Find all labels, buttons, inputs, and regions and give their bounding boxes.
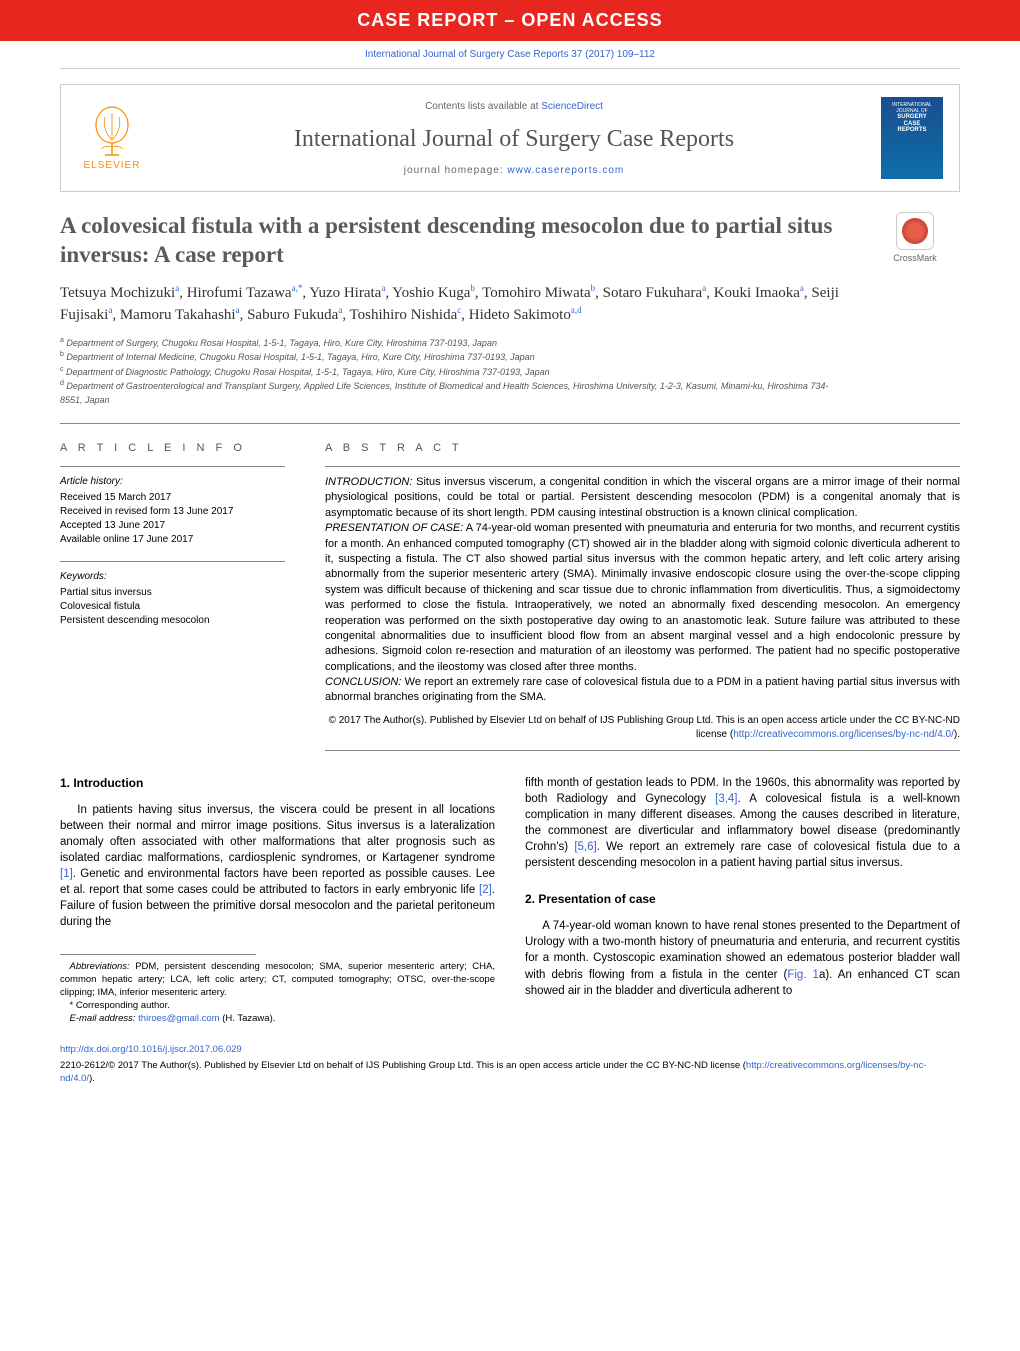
ref-5-6-link[interactable]: [5,6] (574, 841, 596, 853)
abs-intro-label: INTRODUCTION: (325, 476, 412, 488)
elsevier-logo: ELSEVIER (77, 98, 147, 178)
abs-concl: We report an extremely rare case of colo… (325, 676, 960, 703)
history-head: Article history: (60, 475, 285, 489)
article-info: A R T I C L E I N F O Article history: R… (60, 442, 285, 751)
cover-line-4: REPORTS (897, 127, 926, 134)
history-1: Received in revised form 13 June 2017 (60, 505, 285, 519)
keyword-2: Persistent descending mesocolon (60, 614, 285, 628)
crossmark-label: CrossMark (870, 253, 960, 263)
citation-line: International Journal of Surgery Case Re… (60, 41, 960, 69)
keyword-1: Colovesical fistula (60, 600, 285, 614)
homepage-link[interactable]: www.casereports.com (507, 165, 624, 176)
body-col-right: fifth month of gestation leads to PDM. I… (525, 775, 960, 1026)
info-heading: A R T I C L E I N F O (60, 442, 285, 454)
abbrev-label: Abbreviations: (70, 961, 130, 972)
journal-name: International Journal of Surgery Case Re… (163, 126, 865, 153)
body-col-left: 1. Introduction In patients having situs… (60, 775, 495, 1026)
correspondence: * Corresponding author. (60, 1000, 495, 1013)
open-access-banner: CASE REPORT – OPEN ACCESS (0, 0, 1020, 41)
body-columns: 1. Introduction In patients having situs… (60, 775, 960, 1026)
email-suffix: (H. Tazawa). (220, 1013, 276, 1024)
ref-2-link[interactable]: [2] (479, 884, 492, 896)
abs-intro: Situs inversus viscerum, a congenital co… (325, 476, 960, 519)
email-label: E-mail address: (70, 1013, 136, 1024)
abs-case-label: PRESENTATION OF CASE: (325, 522, 463, 534)
section-2-head: 2. Presentation of case (525, 891, 960, 908)
intro-continued: fifth month of gestation leads to PDM. I… (525, 775, 960, 872)
affiliation-3: d Department of Gastroenterological and … (60, 379, 850, 407)
affiliations: a Department of Surgery, Chugoku Rosai H… (60, 336, 850, 408)
ref-3-4-link[interactable]: [3,4] (715, 793, 737, 805)
affiliation-0: a Department of Surgery, Chugoku Rosai H… (60, 336, 850, 351)
case-para: A 74-year-old woman known to have renal … (525, 918, 960, 998)
section-1-head: 1. Introduction (60, 775, 495, 792)
email-link[interactable]: thiroes@gmail.com (138, 1013, 219, 1024)
affiliation-1: b Department of Internal Medicine, Chugo… (60, 350, 850, 365)
fig-1-link[interactable]: Fig. 1 (787, 969, 819, 981)
footer-copy-a: 2210-2612/© 2017 The Author(s). Publishe… (60, 1060, 746, 1071)
ref-1-link[interactable]: [1] (60, 868, 73, 880)
footnotes: Abbreviations: PDM, persistent descendin… (60, 961, 495, 1025)
abstract: A B S T R A C T INTRODUCTION: Situs inve… (325, 442, 960, 751)
affiliation-2: c Department of Diagnostic Pathology, Ch… (60, 365, 850, 380)
elsevier-tree-icon (87, 105, 137, 157)
author-list: Tetsuya Mochizukia, Hirofumi Tazawaa,*, … (60, 282, 850, 326)
header-mid: Contents lists available at ScienceDirec… (163, 101, 865, 176)
info-abstract-row: A R T I C L E I N F O Article history: R… (60, 442, 960, 751)
footer-copy-b: ). (89, 1073, 95, 1084)
crossmark-icon (896, 212, 934, 250)
divider-top (60, 423, 960, 424)
homepage-prefix: journal homepage: (404, 165, 508, 176)
title-section: A colovesical fistula with a persistent … (60, 212, 960, 407)
abstract-copyright: © 2017 The Author(s). Published by Elsev… (325, 714, 960, 742)
abs-concl-label: CONCLUSION: (325, 676, 401, 688)
abstract-body: INTRODUCTION: Situs inversus viscerum, a… (325, 475, 960, 706)
cc-license-link[interactable]: http://creativecommons.org/licenses/by-n… (733, 729, 954, 740)
journal-header: ELSEVIER Contents lists available at Sci… (60, 84, 960, 192)
abstract-heading: A B S T R A C T (325, 442, 960, 454)
history-3: Available online 17 June 2017 (60, 533, 285, 547)
copyright-close: ). (954, 729, 960, 740)
cover-line-3: CASE (904, 121, 921, 128)
crossmark-widget[interactable]: CrossMark (870, 212, 960, 407)
abs-case: A 74-year-old woman presented with pneum… (325, 522, 960, 673)
cover-line-2: SURGERY (897, 114, 926, 121)
contents-line: Contents lists available at ScienceDirec… (163, 101, 865, 112)
homepage-line: journal homepage: www.casereports.com (163, 165, 865, 176)
elsevier-name: ELSEVIER (84, 160, 141, 171)
footnote-divider (60, 954, 256, 955)
s1p1a: In patients having situs inversus, the v… (60, 804, 495, 864)
sciencedirect-link[interactable]: ScienceDirect (541, 101, 603, 112)
keywords-head: Keywords: (60, 570, 285, 584)
doi-link[interactable]: http://dx.doi.org/10.1016/j.ijscr.2017.0… (60, 1044, 242, 1055)
history-2: Accepted 13 June 2017 (60, 519, 285, 533)
page-footer: http://dx.doi.org/10.1016/j.ijscr.2017.0… (60, 1043, 960, 1085)
contents-prefix: Contents lists available at (425, 101, 541, 112)
journal-cover: INTERNATIONAL JOURNAL OF SURGERY CASE RE… (881, 97, 943, 179)
intro-para: In patients having situs inversus, the v… (60, 802, 495, 931)
s1p1b: . Genetic and environmental factors have… (60, 868, 495, 896)
keyword-0: Partial situs inversus (60, 586, 285, 600)
article-title: A colovesical fistula with a persistent … (60, 212, 850, 270)
history-0: Received 15 March 2017 (60, 491, 285, 505)
